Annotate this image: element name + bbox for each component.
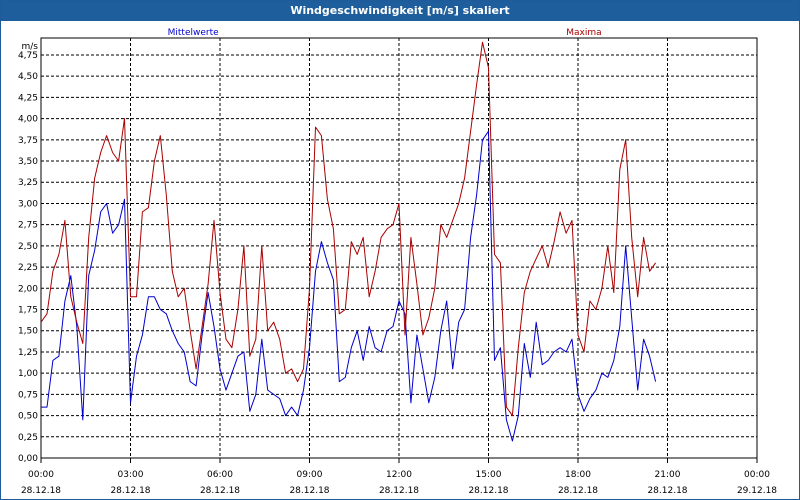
y-tick-label: 3,50 (18, 157, 38, 167)
series-label-maxima: Maxima (566, 28, 601, 38)
y-tick-label: 0,00 (18, 454, 38, 464)
y-tick-label: 2,00 (18, 284, 38, 294)
x-tick-time: 00:00 (28, 470, 54, 480)
x-tick-date: 28.12.18 (647, 486, 687, 496)
axes: 0,00 0,25 0,50 0,75 1,00 1,25 1,50 1,75 2,00 2,25… (18, 37, 777, 496)
x-tick-date: 28.12.18 (558, 486, 598, 496)
y-tick-label: 3,75 (18, 136, 38, 146)
y-tick-label: 0,50 (18, 412, 38, 422)
series-label-mittelwerte: Mittelwerte (168, 28, 219, 38)
y-tick-label: 1,25 (18, 348, 38, 358)
series-labels: Mittelwerte Maxima (168, 28, 602, 38)
y-tick-label: 4,75 (18, 51, 38, 61)
y-tick-label: 3,00 (18, 199, 38, 209)
x-tick-date: 28.12.18 (289, 486, 329, 496)
y-tick-label: 1,00 (18, 369, 38, 379)
x-tick-time: 06:00 (207, 470, 233, 480)
grid (41, 38, 757, 459)
x-tick-date: 28.12.18 (468, 486, 508, 496)
x-tick-time: 12:00 (386, 470, 412, 480)
x-tick-time: 21:00 (655, 470, 681, 480)
x-tick-date: 28.12.18 (379, 486, 419, 496)
x-tick-time: 18:00 (565, 470, 591, 480)
y-tick-label: 1,75 (18, 306, 38, 316)
x-tick-date: 28.12.18 (200, 486, 240, 496)
window-title: Windgeschwindigkeit [m/s] skaliert (1, 1, 799, 21)
y-tick-label: 2,50 (18, 242, 38, 252)
x-tick-date: 28.12.18 (110, 486, 150, 496)
y-axis-unit: m/s (22, 42, 39, 52)
y-tick-label: 4,25 (18, 93, 38, 103)
x-tick-time: 15:00 (476, 470, 502, 480)
series-line-mittelwerte (41, 130, 657, 442)
plot-frame (40, 37, 758, 459)
y-tick-label: 0,75 (18, 390, 38, 400)
y-tick-label: 4,50 (18, 72, 38, 82)
series-lines (40, 41, 657, 442)
y-tick-label: 1,50 (18, 327, 38, 337)
x-tick-time: 00:00 (744, 470, 770, 480)
x-tick-date: 28.12.18 (21, 486, 61, 496)
x-tick-time: 03:00 (118, 470, 144, 480)
y-tick-label: 2,75 (18, 221, 38, 231)
y-tick-label: 0,25 (18, 433, 38, 443)
x-tick-date: 29.12.18 (737, 486, 777, 496)
y-tick-label: 2,25 (18, 263, 38, 273)
x-tick-time: 09:00 (297, 470, 323, 480)
series-line-maxima (40, 41, 657, 417)
y-tick-label: 4,00 (18, 115, 38, 125)
y-tick-label: 3,25 (18, 178, 38, 188)
